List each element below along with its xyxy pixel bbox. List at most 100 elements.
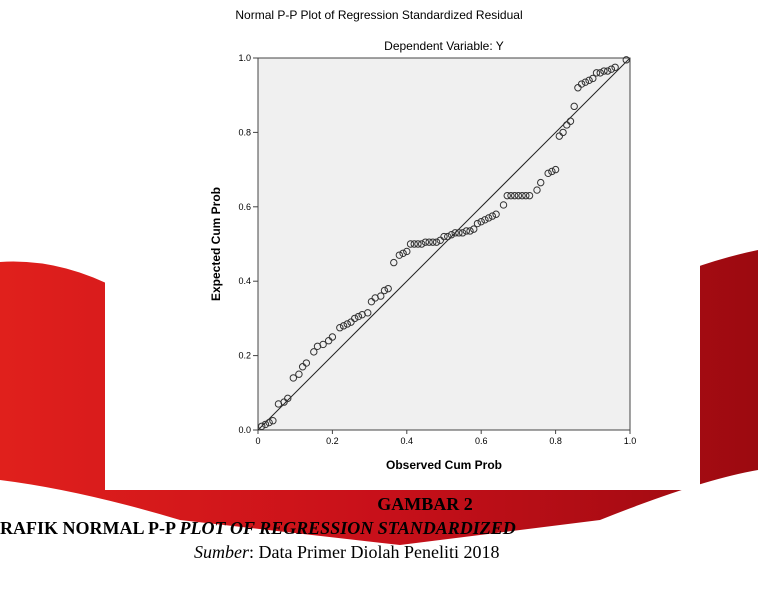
y-tick-label: 0.4 (238, 276, 251, 286)
point (339, 322, 348, 330)
point (432, 238, 441, 246)
point (611, 63, 619, 72)
point (295, 370, 303, 378)
point (429, 238, 437, 246)
point (462, 227, 471, 235)
point (574, 84, 582, 92)
point (351, 314, 359, 323)
point (533, 186, 541, 194)
x-tick-label: 0.6 (475, 436, 488, 446)
point (455, 229, 463, 237)
point (577, 80, 586, 88)
point (310, 348, 318, 356)
caption-title-italic: PLOT OF REGRESSION STANDARDIZED (179, 518, 516, 538)
point (328, 333, 337, 341)
point (451, 229, 459, 237)
y-tick-label: 0.2 (238, 351, 251, 361)
point (336, 324, 344, 332)
point (522, 191, 530, 200)
point (622, 56, 630, 64)
point (503, 191, 511, 200)
caption-title-plain: RAFIK NORMAL P-P (0, 518, 180, 538)
point (354, 312, 363, 321)
point (492, 210, 500, 218)
point (514, 191, 523, 200)
x-tick-label: 0.2 (326, 436, 339, 446)
point (544, 169, 552, 178)
point (367, 297, 376, 306)
point (570, 102, 578, 111)
x-tick-label: 0.4 (401, 436, 414, 446)
point (488, 212, 497, 220)
y-tick-label: 0.0 (238, 425, 251, 435)
point (440, 232, 448, 241)
y-tick-label: 0.8 (238, 127, 251, 137)
x-axis-label: Observed Cum Prob (386, 458, 502, 472)
point (319, 340, 327, 349)
point (417, 240, 426, 248)
point (436, 236, 444, 244)
point (390, 258, 398, 267)
point (507, 191, 515, 200)
point (302, 359, 311, 367)
point (447, 231, 456, 239)
point (499, 201, 508, 209)
source-label: Sumber (194, 542, 249, 562)
point (581, 78, 590, 86)
source-text: : Data Primer Diolah Peneliti 2018 (249, 542, 500, 562)
point (406, 240, 415, 248)
point (261, 420, 270, 429)
chart-title: Normal P-P Plot of Regression Standardiz… (235, 8, 522, 22)
caption-source: Sumber: Data Primer Diolah Peneliti 2018 (194, 542, 499, 563)
chart-subtitle: Dependent Variable: Y (384, 39, 504, 53)
point (289, 374, 298, 382)
point (364, 309, 372, 317)
point (399, 249, 407, 258)
point (510, 191, 519, 200)
point (466, 227, 474, 235)
point (484, 214, 493, 222)
point (324, 337, 333, 345)
point (380, 286, 389, 295)
x-tick-label: 1.0 (624, 436, 637, 446)
point (600, 67, 608, 75)
point (473, 219, 482, 228)
point (414, 240, 422, 248)
point (377, 292, 385, 300)
point (603, 67, 612, 75)
point (258, 422, 266, 430)
point (607, 65, 616, 73)
point (280, 398, 288, 406)
point (470, 225, 478, 233)
reference-line (257, 57, 631, 431)
point (548, 167, 556, 176)
x-tick-label: 0.8 (549, 436, 562, 446)
point (555, 132, 564, 140)
point (425, 238, 433, 246)
point (410, 240, 418, 248)
point (592, 69, 601, 77)
point (551, 165, 560, 174)
point (384, 284, 392, 293)
x-tick-label: 0 (255, 436, 260, 446)
point (518, 191, 526, 200)
point (343, 320, 351, 328)
point (269, 417, 277, 425)
point (563, 121, 571, 129)
point (559, 128, 567, 137)
point (585, 76, 593, 85)
point (596, 69, 604, 77)
point (298, 363, 307, 371)
point (444, 232, 452, 241)
point (589, 74, 597, 83)
point (481, 216, 489, 224)
point (421, 238, 430, 246)
point (403, 247, 411, 256)
point (566, 117, 575, 125)
caption-title: RAFIK NORMAL P-P PLOT OF REGRESSION STAN… (0, 518, 516, 539)
y-tick-label: 0.6 (238, 202, 251, 212)
point (477, 217, 485, 226)
y-axis-label: Expected Cum Prob (209, 187, 223, 301)
